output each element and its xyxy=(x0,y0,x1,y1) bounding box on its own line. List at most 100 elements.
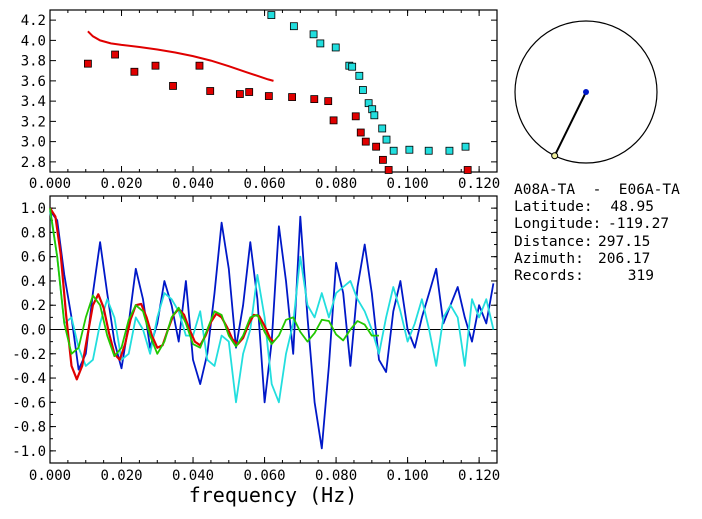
correlation-curve-cyan xyxy=(49,210,495,404)
correlation-y-ticks: 1.0 0.8 0.6 0.4 0.2 0.0 -0.2 -0.4 -0.6 -0.8 -1.0 xyxy=(12,195,497,464)
dispersion-series xyxy=(84,11,472,174)
y-tick-label: 3.4 xyxy=(21,94,46,110)
data-point-cyan xyxy=(348,62,357,71)
data-point-red xyxy=(169,82,177,90)
y-tick-label: -0.4 xyxy=(12,371,46,387)
info-row-longitude: Longitude: -119.27 xyxy=(514,216,700,233)
x-tick-label: 0.040 xyxy=(172,176,214,192)
data-point-red xyxy=(361,137,370,146)
x-tick-label: 0.080 xyxy=(315,176,357,192)
info-label: Distance: xyxy=(514,233,593,250)
y-tick-label: -0.2 xyxy=(12,347,46,363)
x-tick-label: 0.000 xyxy=(29,176,71,192)
y-tick-label: 3.0 xyxy=(21,135,46,151)
x-tick-label: 0.100 xyxy=(387,176,429,192)
y-tick-label: 0.8 xyxy=(21,225,46,241)
y-tick-label: 4.0 xyxy=(21,33,46,49)
azimuth-compass xyxy=(514,20,658,164)
x-tick-label: 0.080 xyxy=(315,468,357,484)
azimuth-circle xyxy=(514,20,658,164)
data-point-red xyxy=(264,92,273,100)
info-label: Records: xyxy=(514,268,584,285)
correlation-curve-green xyxy=(49,207,379,358)
data-point-red xyxy=(195,61,204,70)
dispersion-y-ticks: 2.8 3.0 3.2 3.4 3.6 3.8 4.0 4.2 xyxy=(21,13,497,171)
data-point-cyan xyxy=(316,39,325,48)
info-row-azimuth: Azimuth: 206.17 xyxy=(514,251,700,268)
x-tick-label: 0.020 xyxy=(100,176,142,192)
data-point-cyan xyxy=(331,43,340,52)
x-tick-label: 0.060 xyxy=(243,468,285,484)
y-tick-label: -0.8 xyxy=(12,420,46,436)
x-tick-label: 0.060 xyxy=(243,176,285,192)
data-point-red xyxy=(324,97,333,106)
data-point-cyan xyxy=(378,124,387,133)
correlation-curve-blue xyxy=(49,210,495,450)
info-label: Longitude: xyxy=(514,216,602,233)
data-point-red xyxy=(130,67,139,76)
data-point-cyan xyxy=(405,145,414,154)
x-tick-label: 0.020 xyxy=(100,468,142,484)
data-point-red xyxy=(379,155,387,164)
data-point-red xyxy=(372,142,381,151)
data-point-cyan xyxy=(389,146,398,155)
station-pair-title: A08A-TA - E06A-TA xyxy=(514,182,680,198)
x-tick-label: 0.120 xyxy=(458,176,500,192)
data-point-red xyxy=(206,87,215,95)
info-label: Azimuth: xyxy=(514,250,584,267)
y-tick-label: 0.0 xyxy=(21,323,46,339)
data-point-red xyxy=(245,88,254,96)
data-point-cyan xyxy=(267,11,276,19)
dispersion-curve-red xyxy=(87,30,274,82)
data-point-red xyxy=(351,112,360,121)
dispersion-x-ticks: 0.000 0.020 0.040 0.060 0.080 0.100 0.120 xyxy=(29,10,500,192)
y-tick-label: 4.2 xyxy=(21,13,46,29)
data-point-cyan xyxy=(309,30,318,39)
info-row-latitude: Latitude: 48.95 xyxy=(514,199,700,216)
y-tick-label: 0.2 xyxy=(21,298,46,314)
info-value: -119.27 xyxy=(608,216,670,233)
data-point-red xyxy=(151,61,160,70)
y-tick-label: 0.4 xyxy=(21,274,46,290)
azimuth-line xyxy=(553,91,587,157)
y-tick-label: 3.6 xyxy=(21,74,46,90)
data-point-red xyxy=(356,128,365,137)
info-row-distance: Distance: 297.15 xyxy=(514,234,700,251)
data-point-cyan xyxy=(358,86,367,94)
data-point-cyan xyxy=(289,22,298,31)
x-tick-label: 0.000 xyxy=(29,468,71,484)
info-value: 48.95 xyxy=(610,199,654,216)
y-tick-label: -1.0 xyxy=(12,444,46,460)
data-point-red xyxy=(288,93,296,101)
data-point-red xyxy=(235,90,244,98)
data-point-cyan xyxy=(461,142,470,151)
station-info: A08A-TA - E06A-TA Latitude: 48.95 Longitu… xyxy=(514,182,700,285)
dispersion-plot-frame xyxy=(49,9,498,173)
data-point-cyan xyxy=(382,135,391,144)
data-point-red xyxy=(329,116,338,125)
info-value: 206.17 xyxy=(598,250,651,267)
correlation-series xyxy=(49,207,495,450)
data-point-cyan xyxy=(445,146,454,155)
azimuth-center-dot xyxy=(583,89,589,95)
y-tick-label: 3.2 xyxy=(21,114,46,130)
x-axis-label: frequency (Hz) xyxy=(189,483,358,507)
y-tick-label: 0.6 xyxy=(21,250,46,266)
y-tick-label: 3.8 xyxy=(21,54,46,70)
azimuth-end-dot xyxy=(551,152,559,160)
y-tick-label: 2.8 xyxy=(21,155,46,171)
data-point-red xyxy=(384,166,393,174)
data-point-cyan xyxy=(355,71,364,80)
x-tick-label: 0.120 xyxy=(458,468,500,484)
correlation-panel: 1.0 0.8 0.6 0.4 0.2 0.0 -0.2 -0.4 -0.6 -0.8 -1.0 0… xyxy=(12,195,500,507)
y-tick-label: 1.0 xyxy=(21,201,46,217)
data-point-red xyxy=(310,95,319,103)
info-row-records: Records: 319 xyxy=(514,268,700,285)
y-tick-label: -0.6 xyxy=(12,395,46,411)
data-point-cyan xyxy=(424,146,433,155)
dispersion-panel: 2.8 3.0 3.2 3.4 3.6 3.8 4.0 4.2 0.000 0.020 0.040… xyxy=(21,9,500,192)
data-point-red xyxy=(463,166,472,174)
data-point-red xyxy=(111,50,119,59)
data-point-cyan xyxy=(370,111,379,120)
